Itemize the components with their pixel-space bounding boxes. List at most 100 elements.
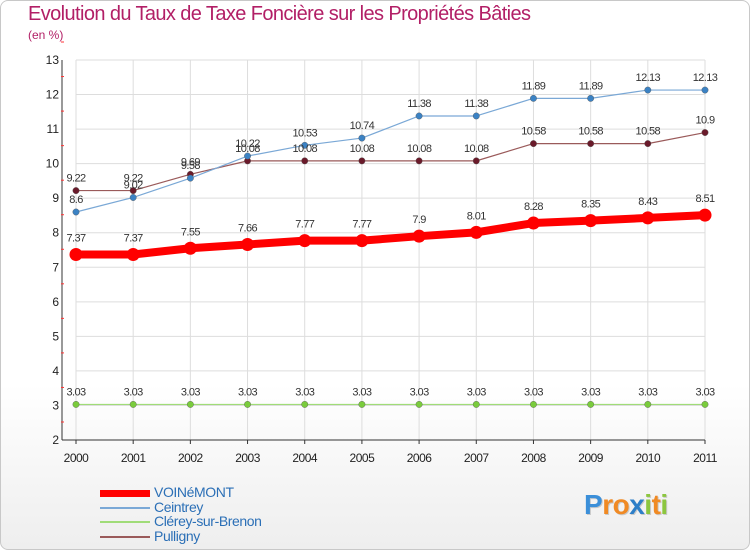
data-label: 7.66: [238, 222, 257, 234]
data-point: [129, 194, 137, 201]
x-tick-label: 2006: [407, 451, 433, 465]
legend-swatch-voinemont: [100, 490, 150, 497]
y-tick-label: 5: [52, 329, 59, 343]
data-point: [469, 225, 483, 239]
data-point: [358, 157, 366, 165]
data-point: [69, 247, 83, 261]
data-label: 7.9: [412, 214, 426, 226]
y-tick-label: 3: [52, 398, 59, 412]
data-point: [644, 401, 652, 408]
data-label: 3.03: [66, 386, 85, 398]
data-label: 9.22: [66, 173, 85, 185]
legend-label-clerey: Clérey-sur-Brenon: [154, 513, 262, 529]
data-label: 9.02: [124, 179, 143, 191]
data-point: [412, 229, 426, 243]
x-tick-label: 2007: [464, 451, 490, 465]
data-label: 7.37: [66, 232, 85, 244]
data-point: [72, 401, 80, 408]
data-label: 9.22: [124, 173, 143, 185]
proxiti-logo: Proxiti: [584, 489, 668, 521]
data-point: [129, 187, 137, 194]
logo-letter: o: [612, 489, 630, 520]
data-label: 3.03: [124, 386, 143, 398]
data-label: 3.03: [181, 386, 200, 398]
data-label: 10.53: [292, 127, 317, 139]
legend-swatch-ceintrey: [100, 506, 150, 509]
data-point: [126, 247, 140, 261]
y-tick-label: 11: [47, 122, 60, 136]
data-point: [358, 401, 366, 408]
data-label: 12.13: [693, 72, 718, 84]
x-tick-label: 2011: [693, 451, 718, 465]
data-label: 3.03: [352, 386, 371, 398]
data-label: 7.55: [181, 226, 200, 238]
legend-label-voinemont: VOINéMONT: [154, 484, 234, 500]
data-point: [587, 94, 595, 102]
legend-swatch-clerey: [100, 521, 150, 523]
data-point: [415, 157, 423, 165]
data-point: [186, 401, 194, 408]
data-point: [472, 401, 480, 408]
data-point: [301, 141, 309, 149]
data-label: 3.03: [524, 386, 543, 398]
x-tick-label: 2004: [292, 451, 318, 465]
series-line-3: [75, 131, 706, 192]
data-point: [526, 216, 540, 230]
y-tick-label: 7: [52, 260, 59, 274]
data-label: 8.28: [524, 201, 543, 213]
logo-letter: i: [644, 489, 652, 520]
legend-label-ceintrey: Ceintrey: [154, 498, 203, 515]
data-point: [183, 241, 197, 255]
x-tick-label: 2005: [350, 451, 376, 465]
data-point: [644, 86, 652, 94]
data-label: 10.58: [578, 126, 603, 138]
data-point: [641, 211, 655, 225]
data-label: 10.08: [292, 143, 317, 155]
data-label: 10.08: [464, 143, 489, 155]
data-label: 10.74: [350, 120, 375, 132]
data-label: 12.13: [636, 72, 661, 84]
data-label: 11.38: [407, 98, 431, 110]
data-point: [587, 140, 595, 148]
data-point: [244, 152, 251, 160]
data-label: 8.01: [467, 210, 486, 222]
x-tick-label: 2009: [578, 451, 604, 465]
data-point: [241, 237, 255, 251]
logo-letter: x: [629, 489, 645, 520]
data-point: [584, 214, 598, 228]
y-tick-label: 12: [46, 88, 60, 102]
data-label: 10.22: [235, 138, 260, 150]
y-tick-label: 10: [46, 157, 60, 171]
data-point: [129, 401, 137, 408]
data-point: [698, 208, 712, 222]
x-tick-label: 2000: [64, 451, 90, 465]
logo-letter: t: [651, 489, 661, 520]
data-point: [72, 208, 80, 216]
data-point: [415, 112, 423, 120]
data-point: [530, 94, 537, 102]
data-point: [415, 401, 423, 408]
x-tick-label: 2008: [521, 451, 547, 465]
y-tick-label: 9: [52, 191, 59, 205]
legend-swatch-pulligny: [100, 535, 150, 538]
data-point: [701, 86, 709, 94]
data-label: 9.69: [181, 156, 200, 168]
y-tick-label: 6: [52, 295, 59, 309]
x-tick-label: 2002: [178, 451, 204, 465]
data-point: [587, 401, 595, 408]
y-tick-label: 8: [52, 226, 59, 240]
data-label: 10.08: [350, 143, 375, 155]
data-label: 8.6: [69, 194, 83, 206]
data-point: [530, 401, 537, 408]
data-label: 3.03: [581, 386, 600, 398]
chart-title: Evolution du Taux de Taxe Foncière sur l…: [28, 3, 531, 25]
data-label: 3.03: [410, 386, 429, 398]
data-label: 3.03: [638, 386, 657, 398]
data-label: 11.38: [464, 98, 488, 110]
data-label: 10.9: [695, 115, 714, 127]
series-line-1: [75, 89, 706, 213]
data-point: [72, 187, 80, 194]
data-point: [355, 234, 369, 248]
